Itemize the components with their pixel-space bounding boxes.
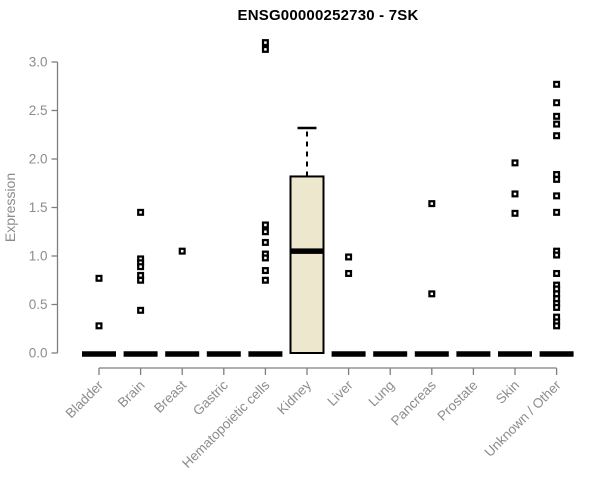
data-point-center xyxy=(555,115,558,118)
data-point-center xyxy=(555,272,558,275)
data-point-center xyxy=(555,292,558,296)
data-point-center xyxy=(555,83,558,86)
data-point-center xyxy=(513,212,517,215)
data-point-center xyxy=(555,287,558,291)
x-tick-label: Gastric xyxy=(190,377,231,418)
data-point-center xyxy=(264,269,267,272)
data-point-center xyxy=(555,122,558,126)
y-tick-label: 2.0 xyxy=(29,152,48,167)
data-point-center xyxy=(139,211,142,214)
data-point-center xyxy=(139,261,142,265)
median-line xyxy=(456,351,491,357)
data-point-center xyxy=(139,309,142,312)
data-point-center xyxy=(555,173,558,176)
data-point-center xyxy=(97,277,101,280)
data-point-center xyxy=(139,279,142,282)
median-line xyxy=(123,351,158,357)
y-tick-label: 3.0 xyxy=(29,55,48,70)
x-tick-label: Lung xyxy=(365,378,397,410)
median-line xyxy=(248,351,283,357)
data-point-center xyxy=(264,241,267,244)
data-point-center xyxy=(555,211,558,214)
median-line xyxy=(414,351,449,357)
data-point-center xyxy=(555,194,558,198)
data-point-center xyxy=(139,265,142,268)
data-point-center xyxy=(347,255,350,259)
median-line xyxy=(539,351,574,357)
data-point-center xyxy=(555,134,558,137)
x-tick-label: Unknown / Other xyxy=(481,377,564,460)
data-point-center xyxy=(555,101,558,104)
x-tick-label: Prostate xyxy=(434,378,480,424)
x-tick-label: Kidney xyxy=(274,377,314,417)
data-point-center xyxy=(264,252,267,256)
data-point-center xyxy=(555,253,558,257)
x-tick-label: Bladder xyxy=(63,377,107,421)
x-tick-label: Brain xyxy=(115,378,148,411)
median-line xyxy=(373,351,408,357)
y-tick-label: 0.5 xyxy=(29,297,48,312)
data-point-center xyxy=(430,292,434,296)
data-point-center xyxy=(264,41,267,44)
data-point-center xyxy=(555,306,558,309)
median-line xyxy=(331,351,366,357)
data-point-center xyxy=(555,249,558,253)
data-point-center xyxy=(97,324,101,328)
data-point-center xyxy=(555,315,558,319)
data-point-center xyxy=(513,192,517,196)
box xyxy=(289,175,325,354)
y-tick-label: 1.0 xyxy=(29,249,48,264)
median-line xyxy=(82,351,116,357)
data-point-center xyxy=(264,256,267,260)
median-line xyxy=(290,248,324,254)
y-tick-label: 1.5 xyxy=(29,200,48,215)
data-point-center xyxy=(180,249,184,253)
y-axis-title: Expression xyxy=(2,173,18,242)
chart-title: ENSG00000252730 - 7SK xyxy=(237,7,419,24)
data-point-center xyxy=(555,283,558,287)
x-tick-label: Pancreas xyxy=(388,377,439,428)
x-tick-label: Breast xyxy=(151,377,189,415)
data-point-center xyxy=(555,302,558,305)
median-line xyxy=(498,351,532,357)
x-tick-label: Skin xyxy=(493,378,522,407)
median-line xyxy=(206,351,241,357)
median-line xyxy=(165,351,200,357)
data-point-center xyxy=(139,274,142,277)
y-tick-label: 2.5 xyxy=(29,103,48,118)
data-point-center xyxy=(264,230,267,233)
x-tick-label: Liver xyxy=(324,377,356,409)
data-point-center xyxy=(139,257,142,261)
data-point-center xyxy=(513,161,517,165)
data-point-center xyxy=(555,178,558,181)
data-point-center xyxy=(555,324,558,328)
data-point-center xyxy=(264,279,267,282)
data-point-center xyxy=(264,223,267,227)
data-point-center xyxy=(264,48,267,51)
data-point-center xyxy=(347,272,350,275)
data-point-center xyxy=(430,202,434,205)
y-tick-label: 0.0 xyxy=(29,346,48,361)
data-point-center xyxy=(555,297,558,300)
data-point-center xyxy=(555,320,558,324)
